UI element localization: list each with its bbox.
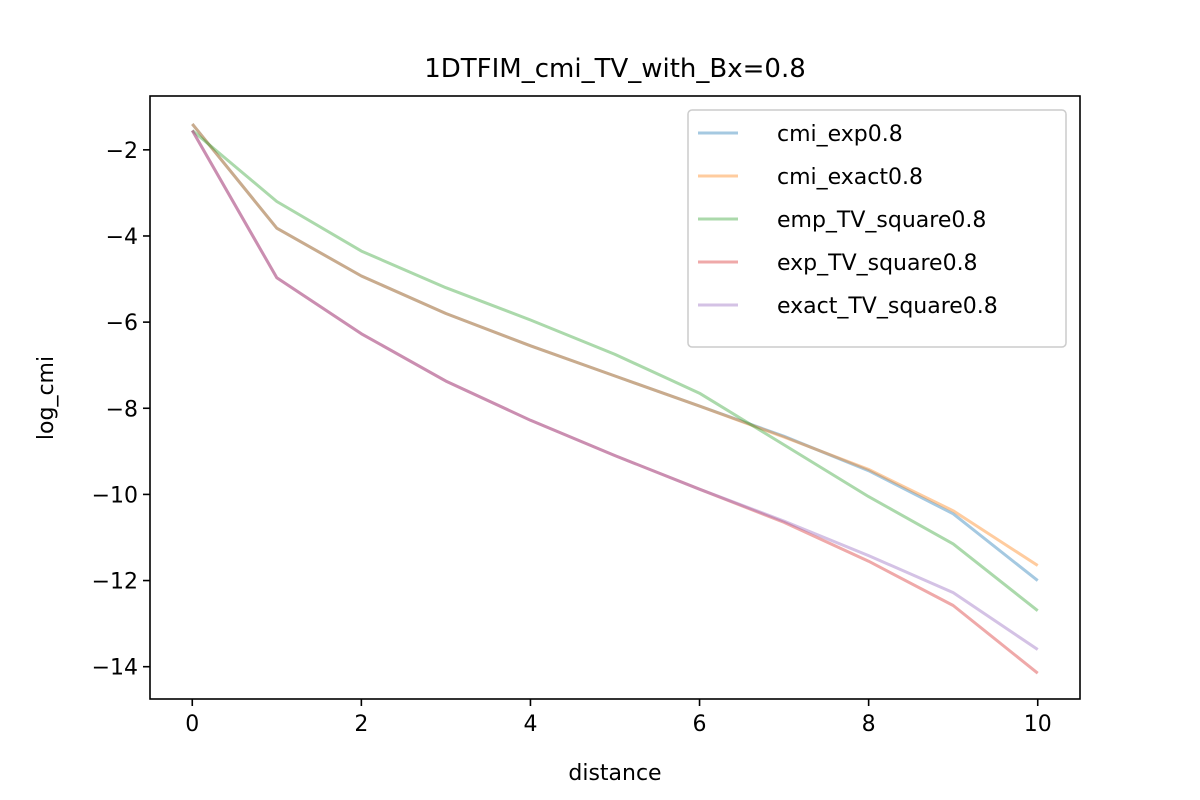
- x-tick-label: 6: [693, 712, 707, 737]
- y-tick-label: −8: [106, 397, 138, 422]
- y-axis: −2 −4 −6 −8 −10 −12 −14: [92, 139, 150, 681]
- series-line-4: [190, 129, 1039, 651]
- y-tick-label: −12: [92, 570, 138, 595]
- x-tick-label: 8: [862, 712, 876, 737]
- y-tick-label: −4: [106, 225, 138, 250]
- plot-frame: [149, 95, 1081, 700]
- x-tick-label: 2: [354, 712, 368, 737]
- y-tick-label: −2: [106, 139, 138, 164]
- series-line-1: [191, 123, 1039, 567]
- legend-label-1: cmi_exact0.8: [777, 165, 923, 190]
- legend-label-4: exact_TV_square0.8: [777, 294, 998, 319]
- y-tick-label: −10: [92, 483, 138, 508]
- series-line-3: [190, 129, 1039, 675]
- legend-label-3: exp_TV_square0.8: [777, 251, 978, 276]
- legend-label-2: emp_TV_square0.8: [777, 208, 986, 233]
- x-axis: 0 2 4 6 8 10: [185, 699, 1052, 737]
- x-tick-label: 4: [523, 712, 537, 737]
- legend: cmi_exp0.8 cmi_exact0.8 emp_TV_square0.8ex…: [687, 109, 1067, 348]
- chart-title: 1DTFIM_cmi_TV_with_Bx=0.8: [424, 54, 806, 84]
- y-tick-label: −6: [106, 311, 138, 336]
- legend-label-0: cmi_exp0.8: [777, 122, 903, 147]
- plot-lines: [190, 123, 1039, 675]
- x-tick-label: 10: [1024, 712, 1052, 737]
- y-axis-title: log_cmi: [34, 356, 59, 440]
- series-line-0: [191, 123, 1039, 582]
- series-line-2: [191, 129, 1039, 612]
- x-tick-label: 0: [185, 712, 199, 737]
- legend-box: [687, 109, 1067, 348]
- y-tick-label: −14: [92, 656, 138, 681]
- x-axis-title: distance: [568, 761, 661, 786]
